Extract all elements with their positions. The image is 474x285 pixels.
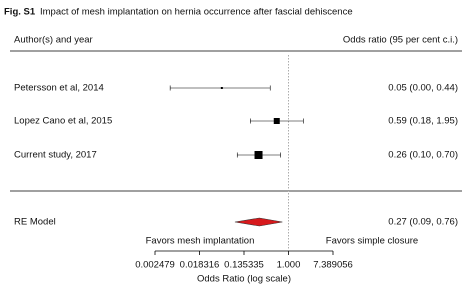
value-label: 0.26 (0.10, 0.70)	[388, 150, 458, 161]
value-label: 0.59 (0.18, 1.95)	[388, 116, 458, 127]
x-tick-label: 7.389056	[313, 260, 353, 271]
figure-label: Fig. S1	[4, 7, 36, 18]
x-tick-label: 1.000	[277, 260, 301, 271]
x-tick-label: 0.018316	[180, 260, 220, 271]
x-tick-label: 0.002479	[135, 260, 175, 271]
x-tick-label: 0.135335	[224, 260, 264, 271]
summary-label: 0.27 (0.09, 0.76)	[388, 217, 458, 228]
estimate-marker	[273, 118, 280, 124]
x-axis-label: Odds Ratio (log scale)	[197, 274, 291, 285]
column-header: Odds ratio (95 per cent c.i.)	[343, 35, 458, 46]
summary-diamond	[234, 217, 283, 227]
chart-title: Impact of mesh implantation on hernia oc…	[40, 7, 353, 18]
annotation: Favors mesh implantation	[146, 236, 255, 247]
study-name: Petersson et al, 2014	[14, 83, 104, 94]
annotation: Favors simple closure	[326, 236, 418, 247]
estimate-marker	[220, 87, 223, 89]
estimate-marker	[254, 151, 263, 159]
value-label: 0.05 (0.00, 0.44)	[388, 83, 458, 94]
column-header: Author(s) and year	[14, 35, 93, 46]
study-name: Lopez Cano et al, 2015	[14, 116, 112, 127]
study-name: Current study, 2017	[14, 150, 97, 161]
summary-name: RE Model	[14, 217, 56, 228]
